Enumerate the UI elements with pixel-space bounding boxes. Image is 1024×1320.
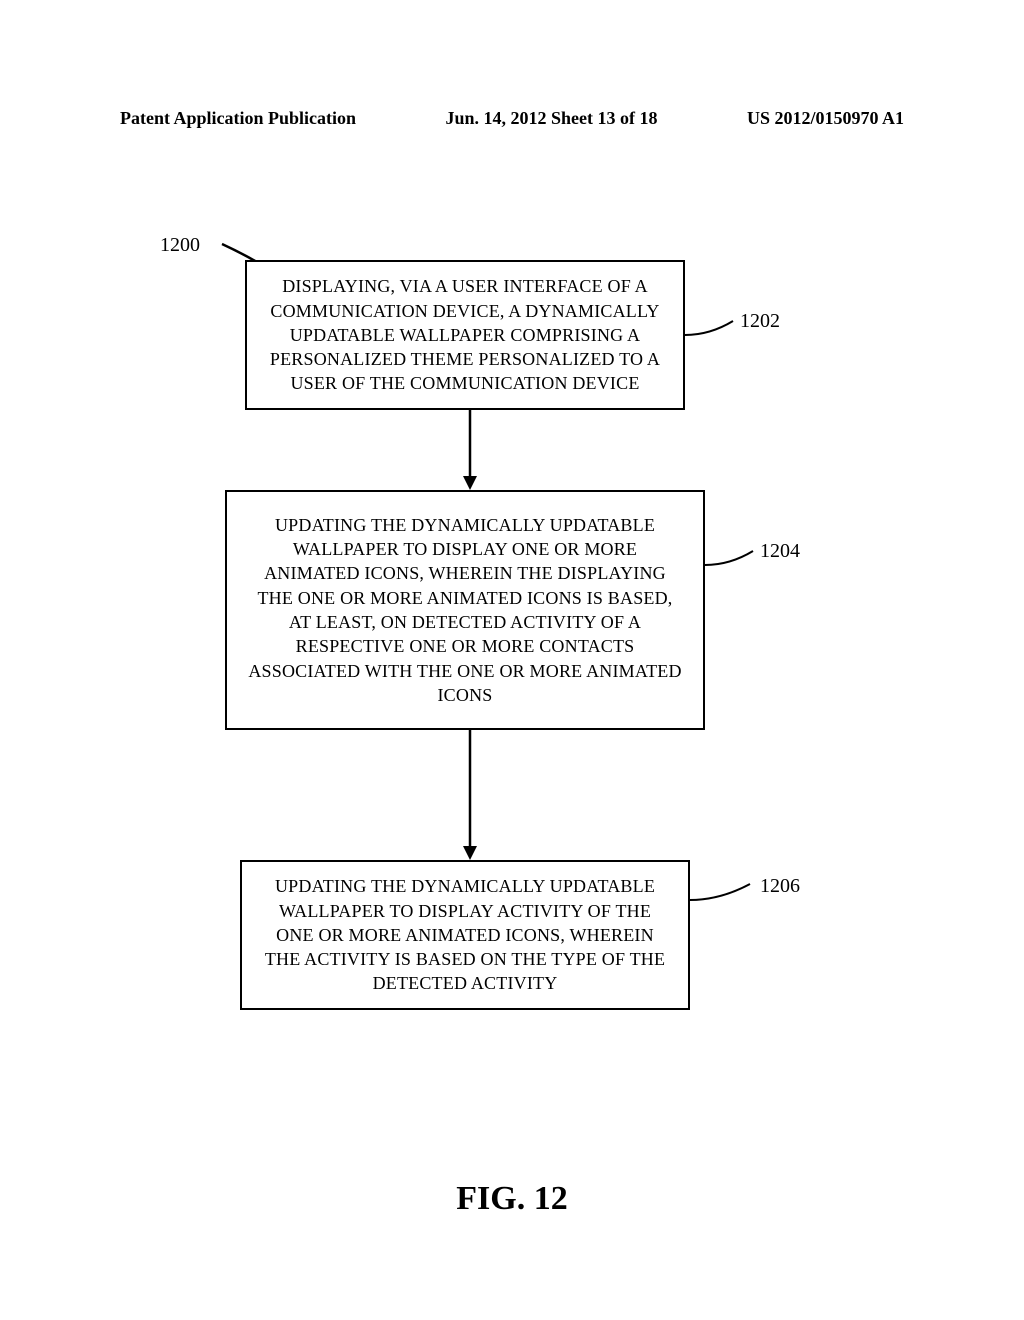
ref-label-1202: 1202	[740, 310, 780, 333]
header-center: Jun. 14, 2012 Sheet 13 of 18	[356, 108, 747, 129]
lead-line-icon	[690, 878, 760, 913]
flow-step-text: UPDATING THE DYNAMICALLY UPDATABLE WALLP…	[260, 874, 670, 995]
flow-arrow-icon	[460, 410, 480, 490]
flow-step-1202: DISPLAYING, VIA A USER INTERFACE OF A CO…	[245, 260, 685, 410]
flow-step-1204: UPDATING THE DYNAMICALLY UPDATABLE WALLP…	[225, 490, 705, 730]
flow-arrow-icon	[460, 730, 480, 860]
flow-step-text: DISPLAYING, VIA A USER INTERFACE OF A CO…	[265, 274, 665, 395]
flowchart-diagram: 1200 DISPLAYING, VIA A USER INTERFACE OF…	[0, 180, 1024, 1080]
figure-caption: FIG. 12	[0, 1180, 1024, 1218]
header-left: Patent Application Publication	[120, 108, 356, 129]
ref-label-1204: 1204	[760, 540, 800, 563]
header-right: US 2012/0150970 A1	[747, 108, 904, 129]
ref-label-1206: 1206	[760, 875, 800, 898]
figure-ref-1200: 1200	[160, 234, 200, 257]
lead-line-icon	[705, 543, 760, 578]
flow-step-1206: UPDATING THE DYNAMICALLY UPDATABLE WALLP…	[240, 860, 690, 1010]
page-header: Patent Application Publication Jun. 14, …	[0, 108, 1024, 129]
lead-line-icon	[685, 313, 740, 348]
flow-step-text: UPDATING THE DYNAMICALLY UPDATABLE WALLP…	[245, 513, 685, 707]
